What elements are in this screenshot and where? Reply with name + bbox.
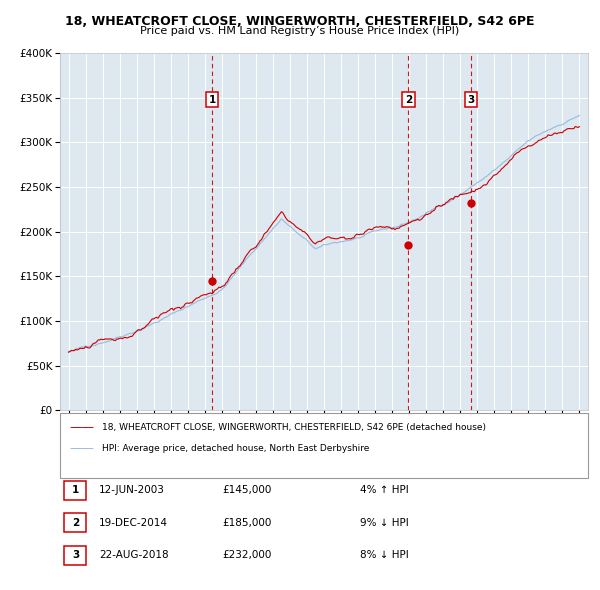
Text: 1: 1: [209, 94, 216, 104]
Text: 19-DEC-2014: 19-DEC-2014: [99, 518, 168, 528]
Text: 1: 1: [72, 486, 79, 496]
Text: HPI: Average price, detached house, North East Derbyshire: HPI: Average price, detached house, Nort…: [102, 444, 370, 453]
Text: 4% ↑ HPI: 4% ↑ HPI: [360, 486, 409, 496]
Text: £232,000: £232,000: [222, 550, 271, 560]
Text: ——: ——: [69, 421, 94, 434]
Text: 8% ↓ HPI: 8% ↓ HPI: [360, 550, 409, 560]
Text: 9% ↓ HPI: 9% ↓ HPI: [360, 518, 409, 528]
Text: 22-AUG-2018: 22-AUG-2018: [99, 550, 169, 560]
Text: 2: 2: [72, 518, 79, 528]
Text: 18, WHEATCROFT CLOSE, WINGERWORTH, CHESTERFIELD, S42 6PE (detached house): 18, WHEATCROFT CLOSE, WINGERWORTH, CHEST…: [102, 424, 486, 432]
Text: 12-JUN-2003: 12-JUN-2003: [99, 486, 165, 496]
Text: £145,000: £145,000: [222, 486, 271, 496]
Text: £185,000: £185,000: [222, 518, 271, 528]
Text: 2: 2: [405, 94, 412, 104]
Text: 18, WHEATCROFT CLOSE, WINGERWORTH, CHESTERFIELD, S42 6PE: 18, WHEATCROFT CLOSE, WINGERWORTH, CHEST…: [65, 15, 535, 28]
Text: Price paid vs. HM Land Registry’s House Price Index (HPI): Price paid vs. HM Land Registry’s House …: [140, 26, 460, 36]
Text: 3: 3: [72, 550, 79, 560]
Text: ——: ——: [69, 442, 94, 455]
Text: 3: 3: [467, 94, 475, 104]
